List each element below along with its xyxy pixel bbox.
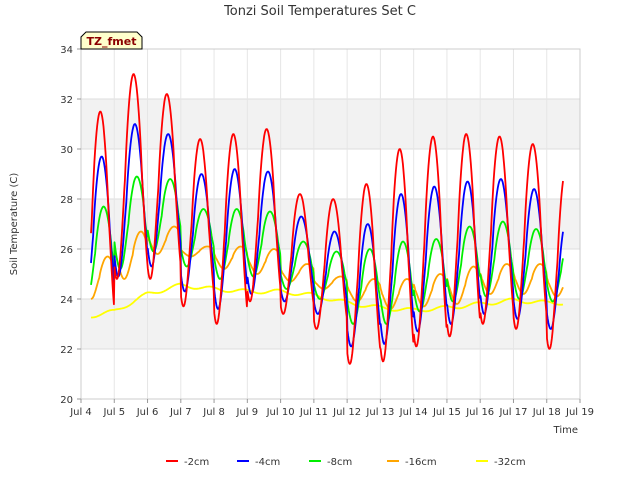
y-axis-label: Soil Temperature (C)	[9, 173, 20, 276]
series-line-32cm	[90, 282, 564, 319]
y-tick-label: 26	[60, 245, 73, 256]
y-tick-label: 30	[60, 145, 73, 156]
x-tick-label: Jul 5	[102, 407, 125, 418]
legend: -2cm -4cm -8cm -16cm -32cm	[166, 457, 526, 468]
legend-label: -2cm	[184, 457, 209, 468]
legend-label: -4cm	[255, 457, 280, 468]
badge: TZ_fmet	[80, 31, 143, 50]
y-axis: 20 22 24 26 28 30 32 34	[60, 45, 81, 406]
x-tick-label: Jul 19	[565, 407, 594, 418]
badge-label: TZ_fmet	[87, 35, 137, 48]
x-tick-label: Jul 14	[399, 407, 428, 418]
x-tick-label: Jul 7	[169, 407, 192, 418]
series-line-8cm	[90, 175, 564, 325]
badge-box	[80, 31, 143, 50]
x-tick-label: Jul 16	[465, 407, 494, 418]
x-axis-label: Time	[553, 425, 578, 436]
y-tick-label: 24	[60, 295, 73, 306]
grid-band	[81, 299, 580, 349]
x-tick-label: Jul 10	[266, 407, 295, 418]
x-tick-label: Jul 9	[236, 407, 259, 418]
legend-label: -16cm	[405, 457, 437, 468]
y-tick-label: 28	[60, 195, 73, 206]
y-tick-label: 32	[60, 95, 73, 106]
x-axis: Jul 4 Jul 5 Jul 6 Jul 7 Jul 8 Jul 9 Jul 10 Jul …	[69, 399, 594, 418]
series-line-2cm	[90, 73, 564, 365]
x-tick-label: Jul 15	[432, 407, 461, 418]
x-tick-label: Jul 12	[332, 407, 361, 418]
x-tick-label: Jul 6	[136, 407, 159, 418]
y-tick-label: 22	[60, 345, 73, 356]
x-tick-label: Jul 4	[69, 407, 92, 418]
x-tick-label: Jul 11	[299, 407, 328, 418]
y-tick-label: 34	[60, 45, 73, 56]
plot-frame	[80, 48, 581, 400]
series-layer	[90, 73, 564, 365]
x-tick-label: Jul 18	[532, 407, 561, 418]
x-tick-label: Jul 17	[498, 407, 527, 418]
x-tick-label: Jul 8	[202, 407, 225, 418]
plot-background	[81, 49, 580, 399]
x-tick-label: Jul 13	[365, 407, 394, 418]
grid-band	[81, 99, 580, 149]
legend-label: -32cm	[494, 457, 526, 468]
y-tick-label: 20	[60, 395, 73, 406]
chart-title: Tonzi Soil Temperatures Set C	[223, 4, 416, 19]
legend-label: -8cm	[327, 457, 352, 468]
series-line-16cm	[90, 225, 564, 310]
